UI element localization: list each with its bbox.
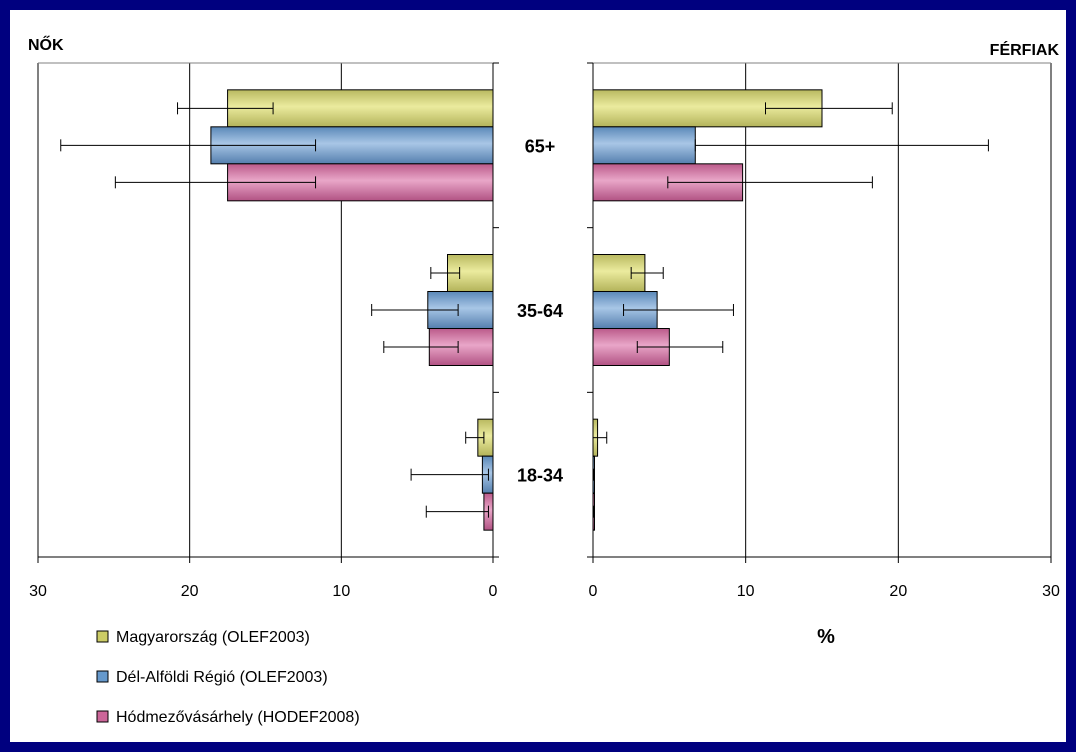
legend-label: Magyarország (OLEF2003) [116,629,310,646]
legend-swatch [96,630,109,643]
x-tick-label: 30 [29,583,47,600]
legend-swatch [96,670,109,683]
panel-title-men: FÉRFIAK [990,40,1060,59]
category-label: 18-34 [517,466,563,486]
legend-swatch [96,710,109,723]
x-tick-label: 20 [181,583,199,600]
category-label: 65+ [525,136,556,156]
x-tick-label: 10 [332,583,350,600]
x-tick-label: 0 [589,583,598,600]
legend: Magyarország (OLEF2003) Dél-Alföldi Régió… [96,629,360,726]
x-tick-label: 20 [889,583,907,600]
category-label: 35-64 [517,301,563,321]
panel-title-women: NŐK [28,35,64,54]
x-axis-label: % [817,626,835,648]
x-tick-label: 30 [1042,583,1060,600]
legend-label: Dél-Alföldi Régió (OLEF2003) [116,669,328,686]
legend-label: Hódmezővásárhely (HODEF2008) [116,709,360,726]
x-tick-label: 0 [489,583,498,600]
x-tick-label: 10 [737,583,755,600]
bar-men [592,126,696,165]
